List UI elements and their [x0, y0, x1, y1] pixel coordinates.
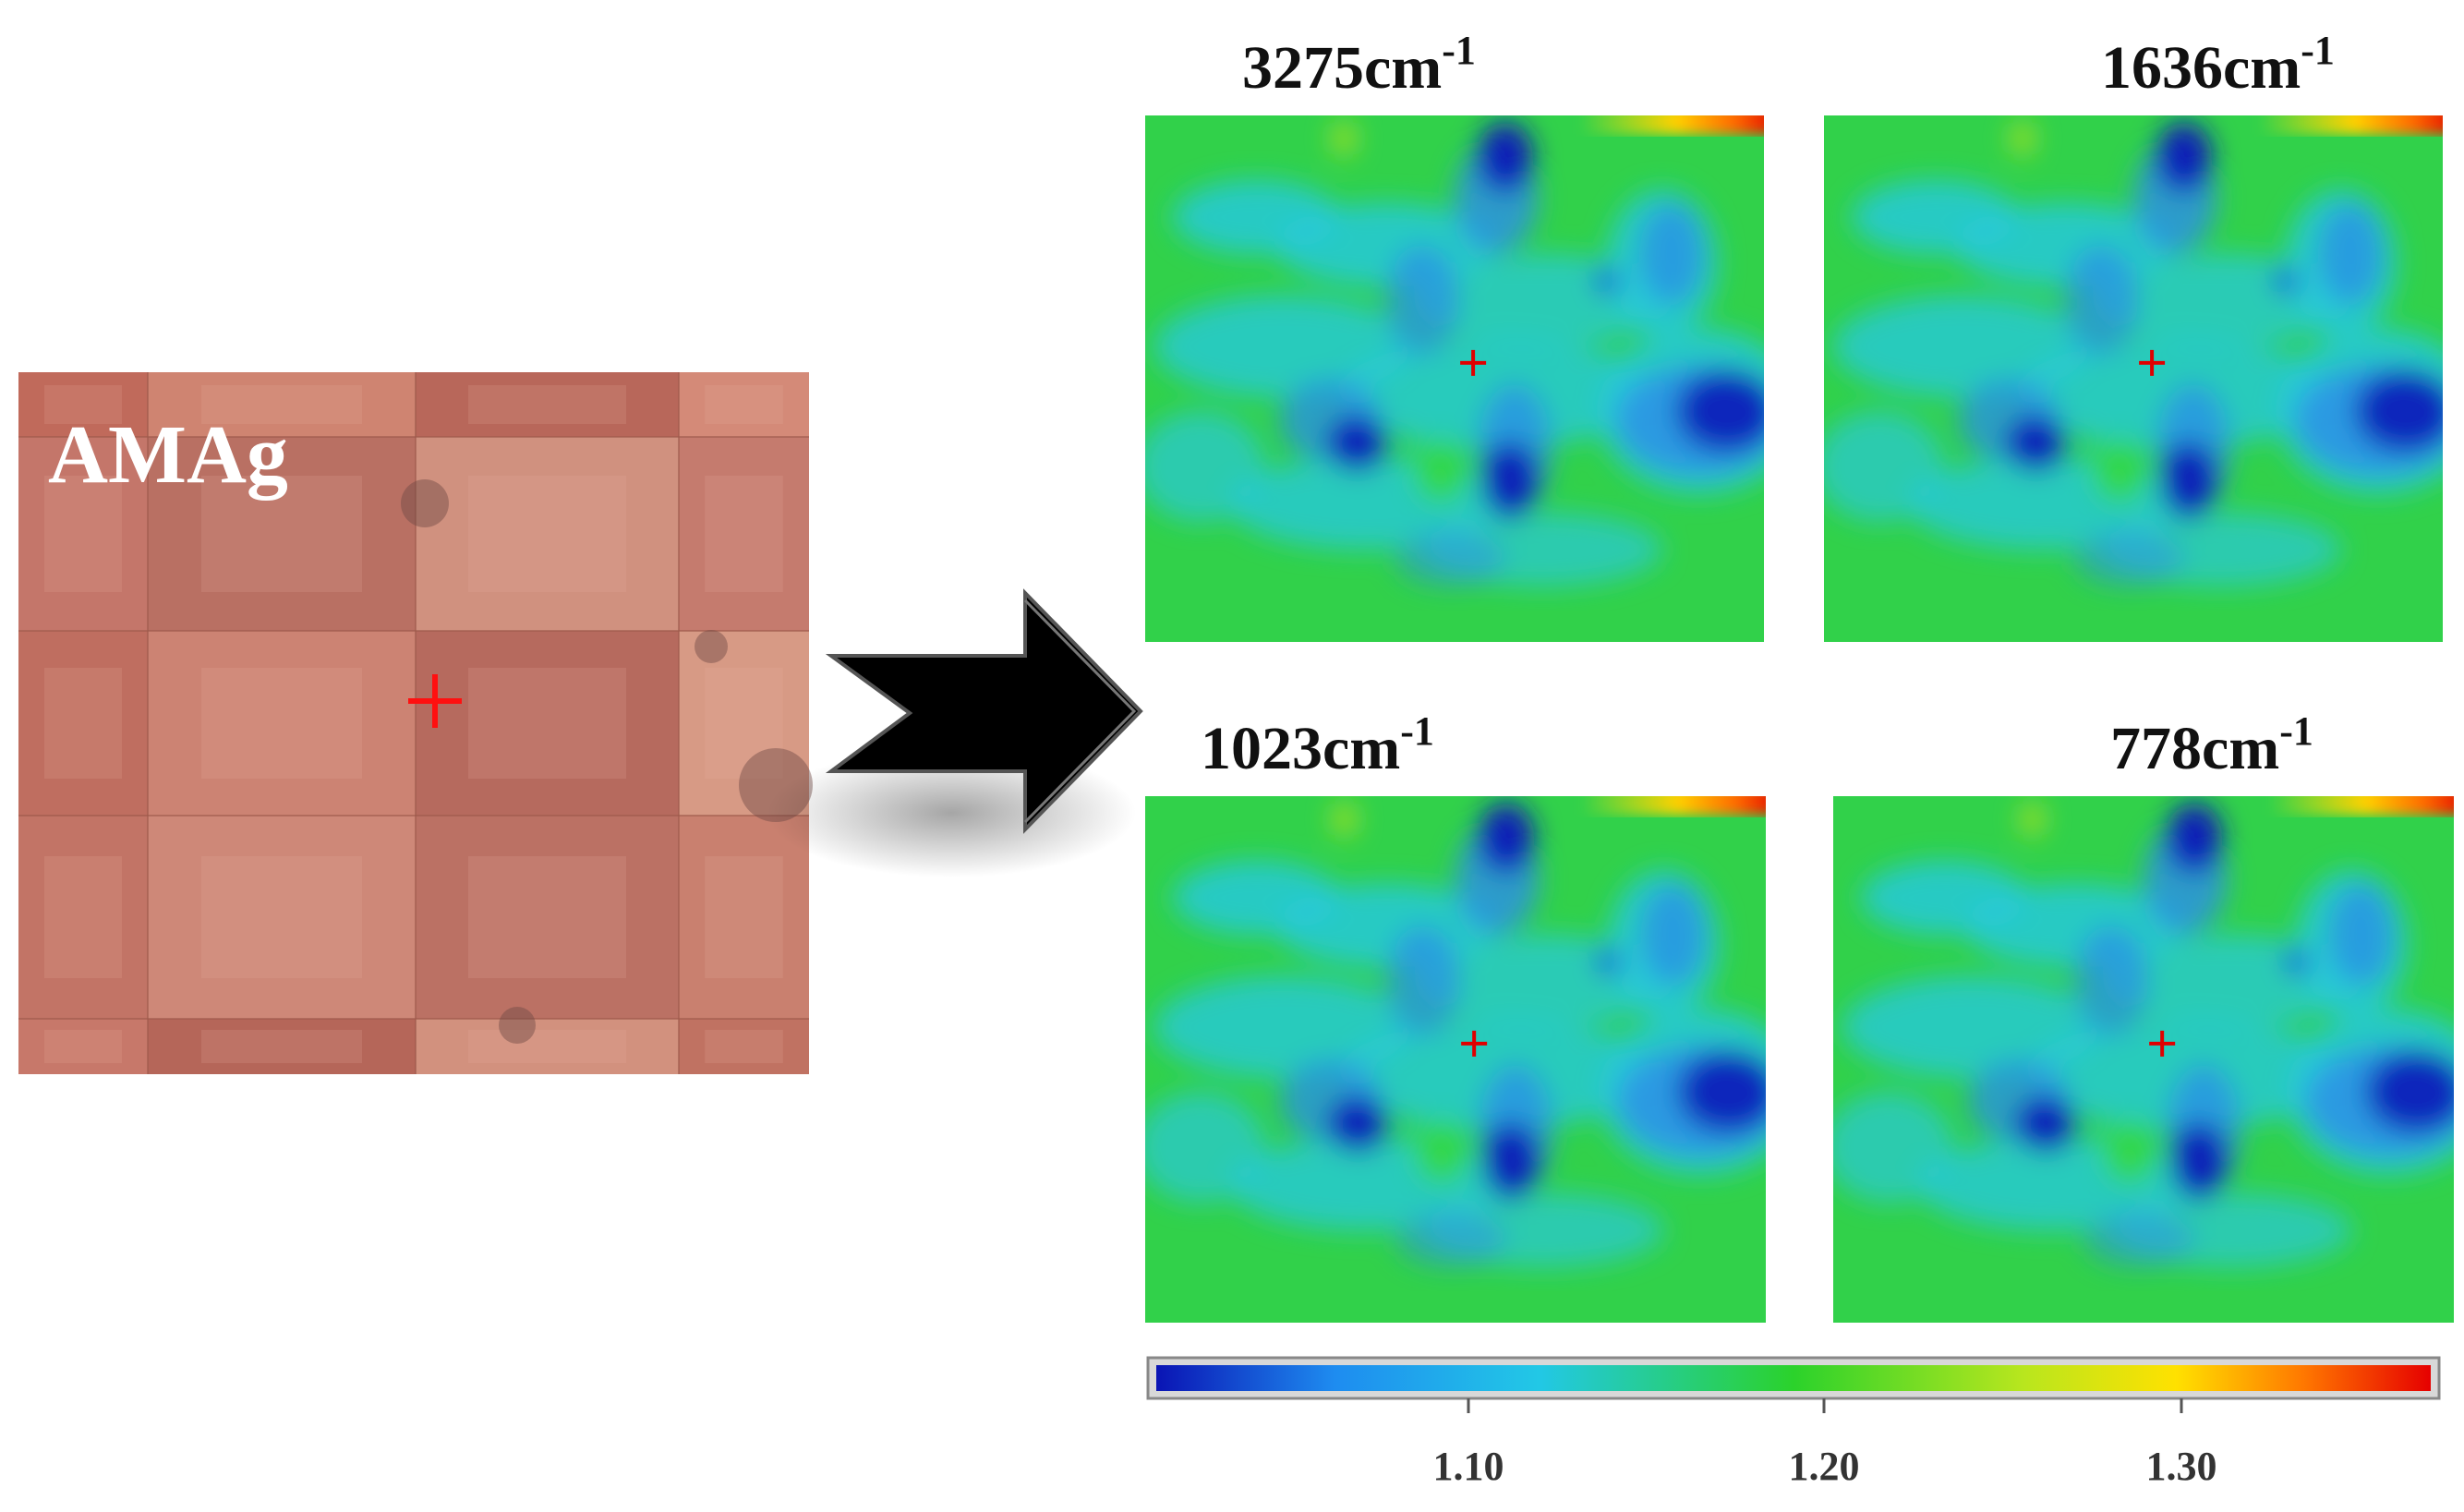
- map-1636-heatmap: 1636cm-1: [1815, 28, 2464, 642]
- mosaic-tile: [416, 372, 679, 437]
- mosaic-tile: [148, 372, 416, 437]
- mosaic-tile: [679, 816, 809, 1019]
- mosaic-tile: [416, 1019, 679, 1074]
- colorbar-tick-label: 1.10: [1433, 1444, 1504, 1489]
- mosaic-tile: [416, 631, 679, 816]
- map-3275-title: 3275cm-1: [1242, 28, 1476, 102]
- mosaic-tile: [148, 816, 416, 1019]
- map-1636-title: 1636cm-1: [2101, 28, 2335, 102]
- red-cross-marker: [1460, 349, 1487, 376]
- sample-label: AMAg: [48, 409, 288, 501]
- mosaic-tile: [148, 631, 416, 816]
- mosaic-tile: [416, 437, 679, 631]
- microscope-image: [18, 372, 813, 1074]
- red-cross-marker: [1461, 1030, 1488, 1057]
- colorbar-tick-label: 1.30: [2146, 1444, 2217, 1489]
- mosaic-tile: [416, 816, 679, 1019]
- mosaic-tile: [18, 1019, 148, 1074]
- colorbar: 1.10 1.20 1.30: [1146, 1356, 2441, 1489]
- map-1023-heatmap: 1023cm-1: [1136, 708, 1803, 1323]
- mosaic-tile: [148, 1019, 416, 1074]
- mosaic-tile: [679, 1019, 809, 1074]
- red-cross-marker: [2139, 349, 2166, 376]
- map-778-heatmap: 778cm-1: [1824, 708, 2464, 1323]
- black-arrow-icon: [767, 588, 1143, 877]
- mosaic-tile: [18, 816, 148, 1019]
- mosaic-tile: [18, 437, 148, 631]
- red-cross-marker: [2149, 1030, 2176, 1057]
- colorbar-tick-label: 1.20: [1789, 1444, 1860, 1489]
- mosaic-tile: [679, 372, 809, 437]
- mosaic-tile: [679, 437, 809, 631]
- red-cross-marker: [408, 674, 462, 728]
- map-3275-heatmap: 3275cm-1: [1136, 28, 1801, 642]
- mosaic-tile: [18, 372, 148, 437]
- map-1023-title: 1023cm-1: [1201, 708, 1434, 782]
- mosaic-tile: [18, 631, 148, 816]
- mosaic-tile: [148, 437, 416, 631]
- map-778-title: 778cm-1: [2110, 708, 2313, 782]
